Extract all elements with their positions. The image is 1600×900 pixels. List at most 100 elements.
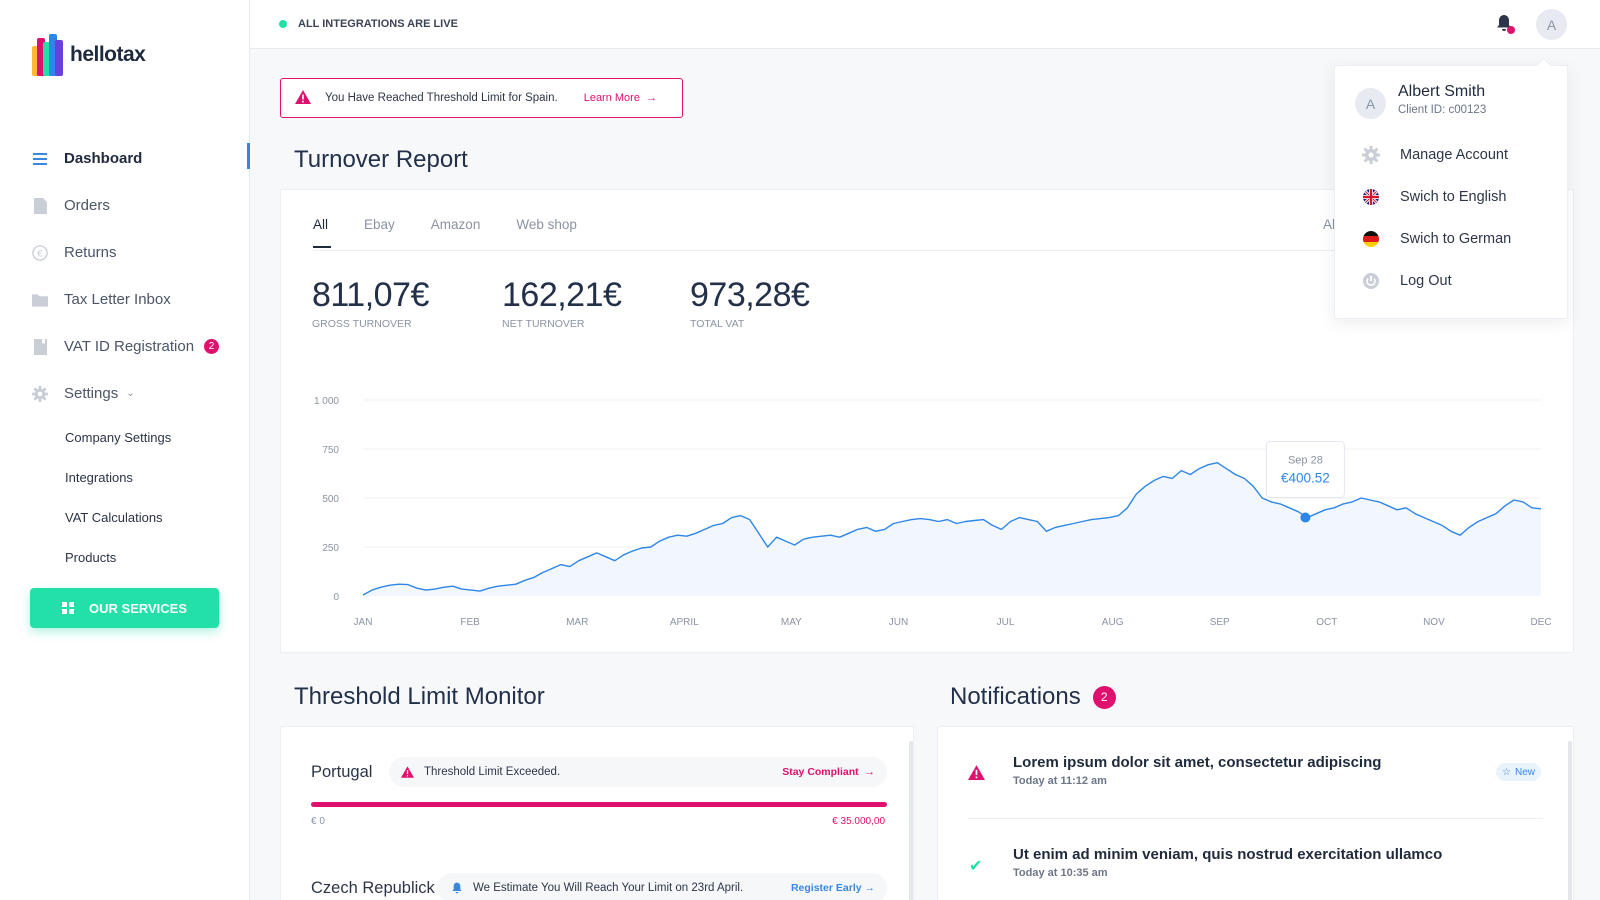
sidebar-subitem-vat-calculations[interactable]: VAT Calculations xyxy=(65,509,163,525)
tab-ebay[interactable]: Ebay xyxy=(364,217,395,232)
warning-icon xyxy=(295,89,311,107)
stat-label: TOTAL VAT xyxy=(690,318,745,330)
x-tick-label: SEP xyxy=(1210,617,1230,628)
x-tick-label: DEC xyxy=(1530,617,1551,628)
register-early-link[interactable]: Register Early → xyxy=(790,882,875,894)
y-tick-label: 500 xyxy=(322,494,339,505)
gear-icon xyxy=(1361,146,1381,164)
threshold-message: We Estimate You Will Reach Your Limit on… xyxy=(473,882,744,894)
notification-indicator xyxy=(1507,26,1515,34)
notification-time: Today at 10:35 am xyxy=(1013,867,1108,879)
gear-icon xyxy=(32,385,48,403)
notification-time: Today at 11:12 am xyxy=(1013,775,1107,787)
user-avatar-button[interactable]: A xyxy=(1536,9,1567,40)
tab-web-shop[interactable]: Web shop xyxy=(516,217,577,232)
notification-item[interactable]: Lorem ipsum dolor sit amet, consectetur … xyxy=(968,749,1543,819)
sidebar-subitem-products[interactable]: Products xyxy=(65,549,117,565)
stat-label: GROSS TURNOVER xyxy=(312,318,412,330)
tab-amazon[interactable]: Amazon xyxy=(430,217,481,232)
notification-title: Lorem ipsum dolor sit amet, consectetur … xyxy=(1013,754,1382,771)
x-tick-label: NOV xyxy=(1423,617,1445,628)
logo-mark-icon xyxy=(32,34,63,76)
our-services-button[interactable]: OUR SERVICES xyxy=(30,588,219,628)
country-name: Portugal xyxy=(311,763,373,781)
tooltip-box xyxy=(1265,440,1345,498)
threshold-min: € 0 xyxy=(311,816,325,827)
learn-more-link[interactable]: Learn More → xyxy=(583,92,658,104)
log-out-item[interactable]: Log Out xyxy=(1335,261,1569,301)
tabs-divider xyxy=(313,250,1513,251)
notifications-scrollbar[interactable] xyxy=(1568,741,1572,900)
stat-value: 973,28€ xyxy=(690,276,810,314)
threshold-card: Portugal Threshold Limit Exceeded. Stay … xyxy=(280,726,914,900)
country-name: Czech Republick xyxy=(311,879,435,897)
x-tick-label: APRIL xyxy=(670,617,699,628)
manage-account-item[interactable]: Manage Account xyxy=(1335,135,1569,175)
threshold-monitor-title: Threshold Limit Monitor xyxy=(294,683,545,710)
sidebar-item-label: Orders xyxy=(64,197,110,214)
x-tick-label: MAY xyxy=(781,617,802,628)
folder-icon xyxy=(32,291,48,309)
client-id: Client ID: c00123 xyxy=(1398,104,1487,116)
sidebar-item-vat-id-registration[interactable]: VAT ID Registration 2 xyxy=(0,323,250,370)
threshold-estimate-pill: We Estimate You Will Reach Your Limit on… xyxy=(437,873,887,900)
log-out-label: Log Out xyxy=(1400,273,1452,289)
svg-text:€: € xyxy=(37,249,43,259)
grid-icon xyxy=(61,602,74,614)
sidebar-item-orders[interactable]: Orders xyxy=(0,182,250,229)
x-tick-label: OCT xyxy=(1316,617,1337,628)
check-icon: ✔ xyxy=(969,858,983,875)
tooltip-date: Sep 28 xyxy=(1288,454,1323,466)
german-flag-icon xyxy=(1361,230,1381,248)
threshold-alert: You Have Reached Threshold Limit for Spa… xyxy=(280,78,683,118)
tab-all[interactable]: All xyxy=(313,217,332,248)
threshold-max: € 35.000,00 xyxy=(832,816,885,827)
power-icon xyxy=(1361,272,1381,290)
stay-compliant-link[interactable]: Stay Compliant → xyxy=(782,766,875,778)
x-tick-label: JUL xyxy=(997,617,1015,628)
notification-body: Ut enim ad minim veniam, quis nostrud ex… xyxy=(1013,846,1442,879)
sidebar-item-label: Dashboard xyxy=(64,150,143,167)
alert-text: You Have Reached Threshold Limit for Spa… xyxy=(325,92,558,104)
threshold-scrollbar[interactable] xyxy=(909,741,913,900)
x-tick-label: AUG xyxy=(1102,617,1124,628)
bell-icon xyxy=(1497,15,1511,31)
our-services-label: OUR SERVICES xyxy=(88,600,187,616)
notification-body: Lorem ipsum dolor sit amet, consectetur … xyxy=(1013,754,1381,787)
switch-german-item[interactable]: Swich to German xyxy=(1335,219,1569,259)
sidebar-item-tax-letter-inbox[interactable]: Tax Letter Inbox xyxy=(0,276,250,323)
threshold-status-pill: Threshold Limit Exceeded. Stay Compliant… xyxy=(389,757,887,787)
register-early-label: Register Early xyxy=(790,882,862,894)
bell-icon xyxy=(451,882,463,894)
notification-item[interactable]: ✔ Ut enim ad minim veniam, quis nostrud … xyxy=(968,842,1543,900)
y-tick-label: 750 xyxy=(322,445,339,456)
euro-icon: € xyxy=(32,244,48,262)
sidebar-item-returns[interactable]: € Returns xyxy=(0,229,250,276)
integration-status-text: ALL INTEGRATIONS ARE LIVE xyxy=(298,18,458,30)
y-tick-label: 250 xyxy=(322,543,339,554)
switch-english-item[interactable]: Swich to English xyxy=(1335,177,1569,217)
notifications-bell-button[interactable] xyxy=(1495,14,1515,34)
status-dot-icon xyxy=(279,20,287,28)
x-tick-label: FEB xyxy=(460,617,480,628)
threshold-bar-fill xyxy=(311,802,887,807)
stay-compliant-label: Stay Compliant xyxy=(782,766,859,778)
sidebar-item-label: Tax Letter Inbox xyxy=(64,291,171,308)
y-tick-label: 1 000 xyxy=(314,396,339,407)
logo[interactable]: hellotax xyxy=(32,34,146,76)
x-tick-label: JUN xyxy=(889,617,908,628)
sidebar-subitem-company-settings[interactable]: Company Settings xyxy=(65,429,172,445)
sidebar-item-dashboard[interactable]: Dashboard xyxy=(0,135,250,182)
x-tick-label: MAR xyxy=(566,617,588,628)
user-name: Albert Smith xyxy=(1398,83,1486,100)
sidebar-item-settings[interactable]: Settings ⌄ xyxy=(0,370,250,417)
integration-status: ALL INTEGRATIONS ARE LIVE xyxy=(279,18,458,30)
dropdown-avatar: A xyxy=(1355,88,1386,119)
file-icon xyxy=(32,338,48,356)
tab-right-partial[interactable]: Al xyxy=(1323,217,1336,232)
star-icon: ☆ xyxy=(1502,766,1511,778)
sidebar-subitem-integrations[interactable]: Integrations xyxy=(65,469,133,485)
stat-label: NET TURNOVER xyxy=(502,318,585,330)
manage-account-label: Manage Account xyxy=(1400,147,1509,163)
highlight-point xyxy=(1300,512,1311,523)
